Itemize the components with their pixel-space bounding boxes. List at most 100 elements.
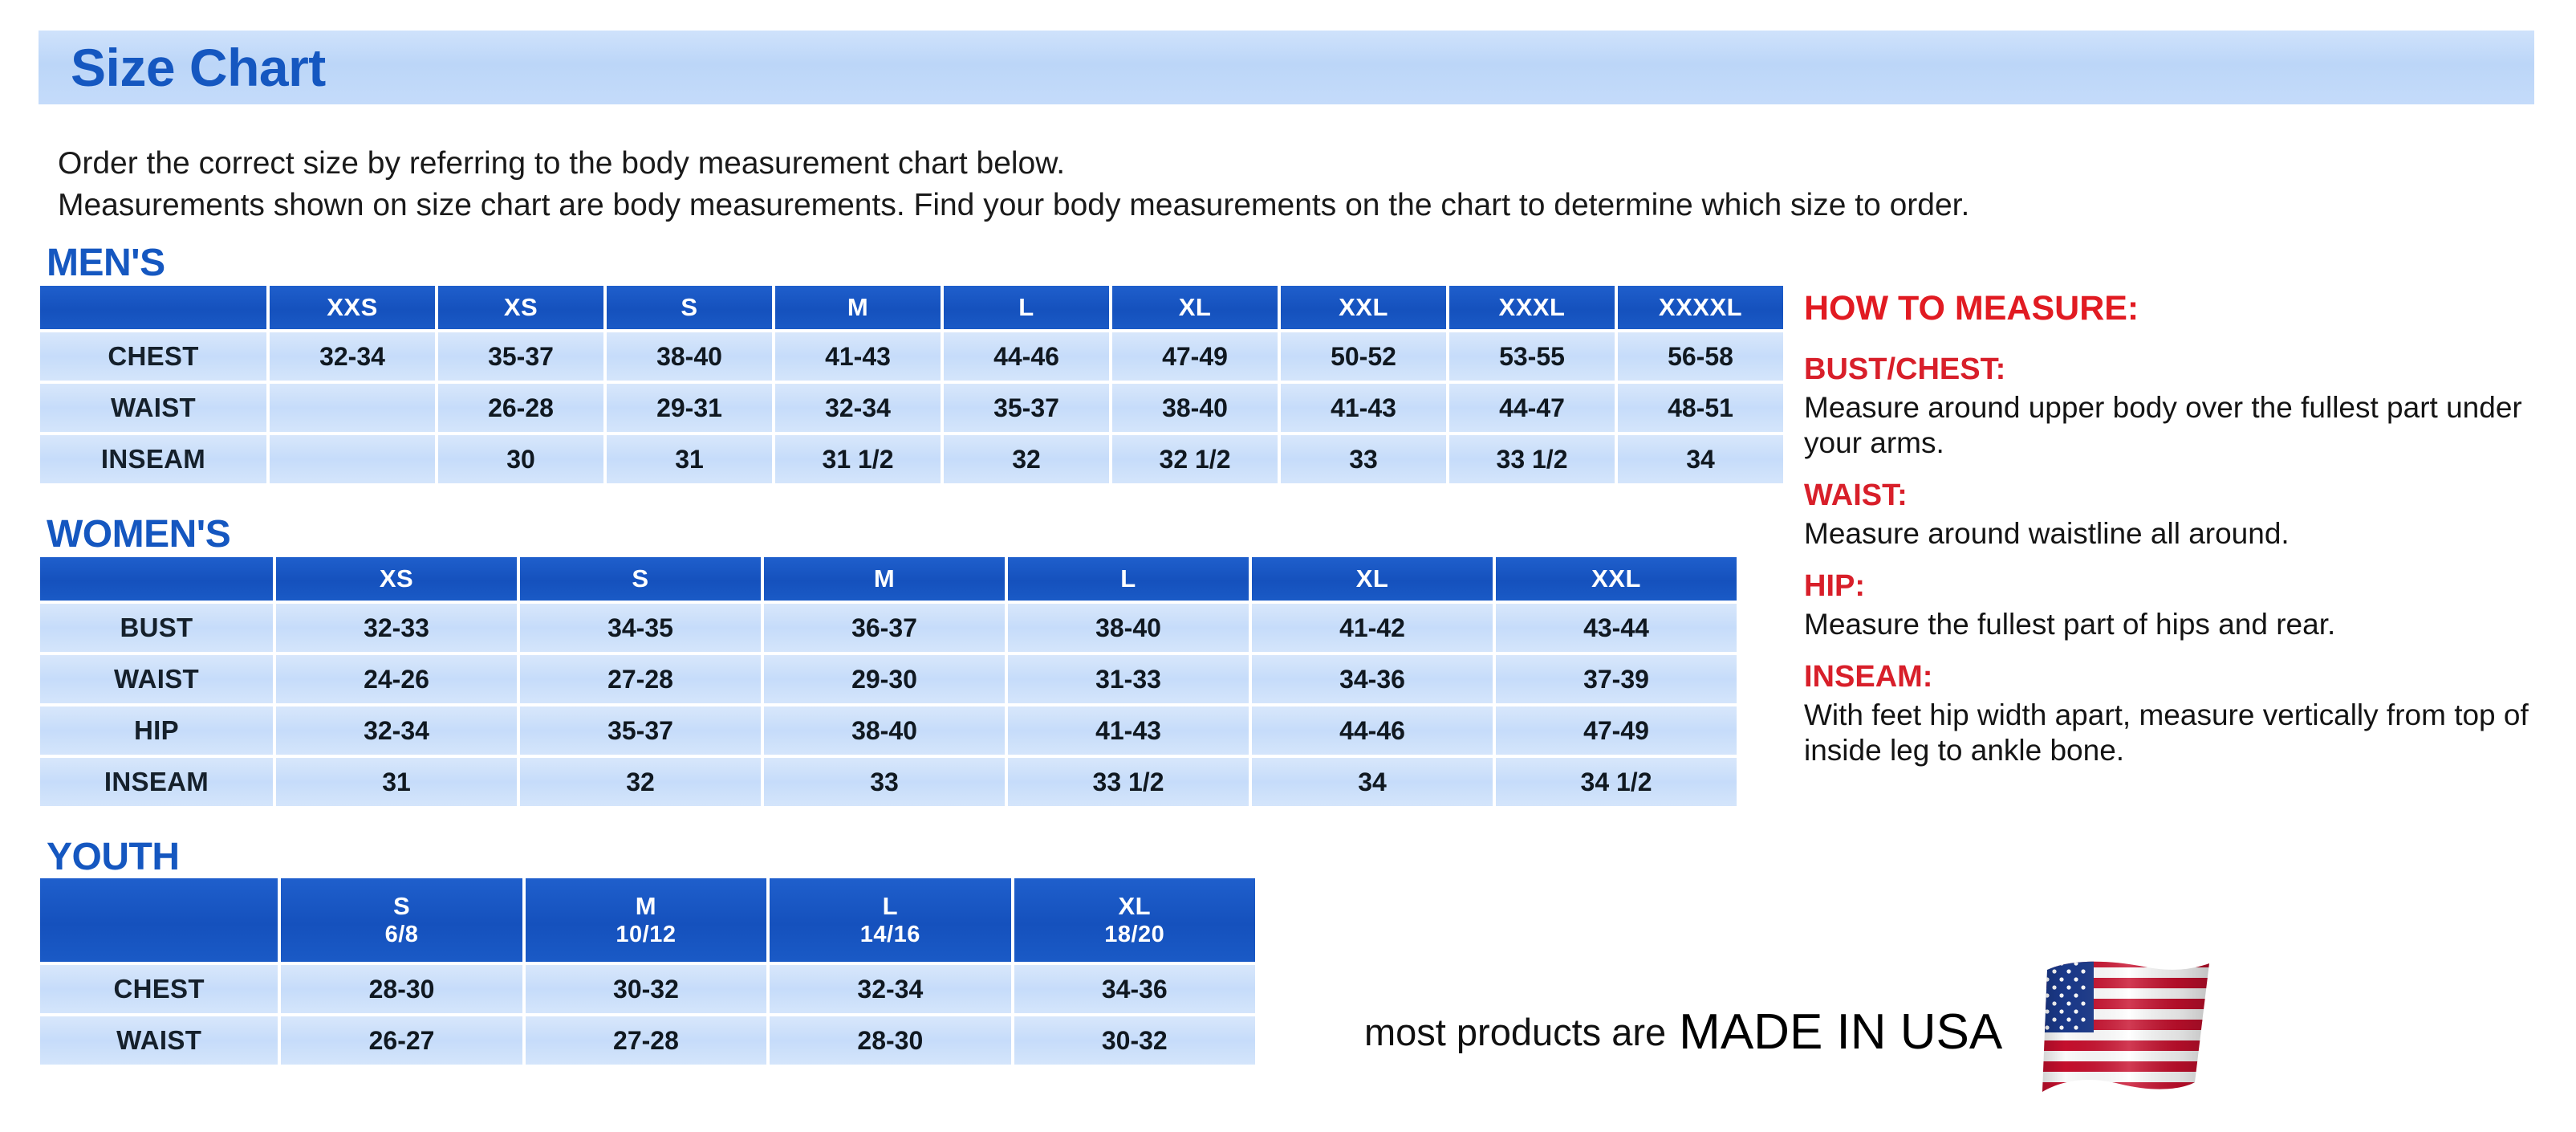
mens-chest-xxxxl: 56-58 bbox=[1618, 332, 1783, 381]
mens-chest-xs: 35-37 bbox=[438, 332, 603, 381]
mens-row-label-waist: WAIST bbox=[40, 384, 266, 432]
mens-inseam-xxl: 33 bbox=[1281, 435, 1446, 483]
youth-header-l-sub: 14/16 bbox=[859, 922, 920, 947]
youth-waist-xl: 30-32 bbox=[1014, 1016, 1255, 1065]
womens-bust-xl: 41-42 bbox=[1252, 604, 1493, 652]
mens-chest-xxl: 50-52 bbox=[1281, 332, 1446, 381]
section-title-womens: WOMEN'S bbox=[47, 513, 231, 556]
womens-hip-l: 41-43 bbox=[1008, 706, 1249, 755]
womens-hip-xs: 32-34 bbox=[276, 706, 517, 755]
womens-inseam-m: 33 bbox=[764, 758, 1005, 806]
table-header-row: S 6/8 M 10/12 L 14/16 XL 18/20 bbox=[40, 878, 1255, 962]
womens-header-s: S bbox=[520, 557, 761, 601]
mens-waist-l: 35-37 bbox=[944, 384, 1109, 432]
table-row: INSEAM 30 31 31 1/2 32 32 1/2 33 33 1/2 … bbox=[40, 435, 1783, 483]
made-in-usa-row: most products are MADE IN USA bbox=[1364, 955, 2216, 1108]
measure-label-inseam: INSEAM: bbox=[1804, 660, 1933, 694]
mens-chest-xxs: 32-34 bbox=[270, 332, 435, 381]
womens-hip-xl: 44-46 bbox=[1252, 706, 1493, 755]
mens-header-xxl: XXL bbox=[1281, 286, 1446, 329]
mens-header-m: M bbox=[775, 286, 941, 329]
measure-label-hip: HIP: bbox=[1804, 569, 1865, 603]
youth-header-l-main: L bbox=[882, 892, 899, 920]
measure-body-bust-chest: Measure around upper body over the fulle… bbox=[1804, 391, 2522, 459]
intro-line-2: Measurements shown on size chart are bod… bbox=[58, 188, 1970, 222]
womens-header-xl: XL bbox=[1252, 557, 1493, 601]
youth-header-xl-main: XL bbox=[1118, 892, 1152, 920]
womens-bust-xxl: 43-44 bbox=[1496, 604, 1737, 652]
youth-chest-l: 32-34 bbox=[770, 965, 1011, 1013]
youth-header-m-main: M bbox=[635, 892, 657, 920]
womens-row-label-bust: BUST bbox=[40, 604, 273, 652]
table-row: HIP 32-34 35-37 38-40 41-43 44-46 47-49 bbox=[40, 706, 1737, 755]
mens-inseam-l: 32 bbox=[944, 435, 1109, 483]
youth-waist-l: 28-30 bbox=[770, 1016, 1011, 1065]
measure-body-hip: Measure the fullest part of hips and rea… bbox=[1804, 608, 2336, 641]
mens-inseam-s: 31 bbox=[607, 435, 772, 483]
womens-inseam-xs: 31 bbox=[276, 758, 517, 806]
mens-chest-s: 38-40 bbox=[607, 332, 772, 381]
table-header-row: XS S M L XL XXL bbox=[40, 557, 1737, 601]
womens-header-xs: XS bbox=[276, 557, 517, 601]
page-title: Size Chart bbox=[71, 38, 326, 97]
how-to-measure-panel: HOW TO MEASURE: BUST/CHEST: Measure arou… bbox=[1804, 289, 2558, 786]
table-row: WAIST 24-26 27-28 29-30 31-33 34-36 37-3… bbox=[40, 655, 1737, 703]
womens-bust-l: 38-40 bbox=[1008, 604, 1249, 652]
mens-header-s: S bbox=[607, 286, 772, 329]
womens-row-label-inseam: INSEAM bbox=[40, 758, 273, 806]
womens-header-xxl: XXL bbox=[1496, 557, 1737, 601]
womens-row-label-hip: HIP bbox=[40, 706, 273, 755]
made-in-usa-emphasis: MADE IN USA bbox=[1679, 1004, 2003, 1060]
mens-chest-m: 41-43 bbox=[775, 332, 941, 381]
mens-inseam-m: 31 1/2 bbox=[775, 435, 941, 483]
measure-label-waist: WAIST: bbox=[1804, 478, 1908, 512]
intro-block: Order the correct size by referring to t… bbox=[58, 143, 2537, 226]
youth-header-xl-sub: 18/20 bbox=[1104, 922, 1165, 947]
womens-inseam-xl: 34 bbox=[1252, 758, 1493, 806]
mens-chest-xxxl: 53-55 bbox=[1449, 332, 1615, 381]
mens-header-xxxl: XXXL bbox=[1449, 286, 1615, 329]
mens-inseam-xs: 30 bbox=[438, 435, 603, 483]
youth-header-xl: XL 18/20 bbox=[1014, 878, 1255, 962]
measure-item-waist: WAIST: Measure around waistline all arou… bbox=[1804, 478, 2558, 552]
youth-header-m: M 10/12 bbox=[525, 878, 767, 962]
measure-label-bust-chest: BUST/CHEST: bbox=[1804, 352, 2006, 386]
table-row: CHEST 32-34 35-37 38-40 41-43 44-46 47-4… bbox=[40, 332, 1783, 381]
youth-header-s-main: S bbox=[392, 892, 411, 920]
youth-chest-m: 30-32 bbox=[525, 965, 767, 1013]
womens-header-m: M bbox=[764, 557, 1005, 601]
mens-row-label-chest: CHEST bbox=[40, 332, 266, 381]
youth-chest-s: 28-30 bbox=[281, 965, 522, 1013]
womens-inseam-s: 32 bbox=[520, 758, 761, 806]
womens-waist-xl: 34-36 bbox=[1252, 655, 1493, 703]
womens-hip-m: 38-40 bbox=[764, 706, 1005, 755]
womens-header-blank bbox=[40, 557, 273, 601]
measure-item-bust-chest: BUST/CHEST: Measure around upper body ov… bbox=[1804, 352, 2558, 461]
youth-header-m-sub: 10/12 bbox=[616, 922, 677, 947]
youth-row-label-waist: WAIST bbox=[40, 1016, 278, 1065]
youth-row-label-chest: CHEST bbox=[40, 965, 278, 1013]
mens-waist-xs: 26-28 bbox=[438, 384, 603, 432]
womens-waist-l: 31-33 bbox=[1008, 655, 1249, 703]
youth-header-l: L 14/16 bbox=[770, 878, 1011, 962]
youth-waist-m: 27-28 bbox=[525, 1016, 767, 1065]
mens-header-l: L bbox=[944, 286, 1109, 329]
table-row: CHEST 28-30 30-32 32-34 34-36 bbox=[40, 965, 1255, 1013]
mens-size-table: XXS XS S M L XL XXL XXXL XXXXL CHEST 32-… bbox=[37, 283, 1786, 487]
mens-inseam-xxs bbox=[270, 435, 435, 483]
mens-inseam-xl: 32 1/2 bbox=[1112, 435, 1278, 483]
intro-line-1: Order the correct size by referring to t… bbox=[58, 146, 1066, 181]
youth-chest-xl: 34-36 bbox=[1014, 965, 1255, 1013]
mens-waist-s: 29-31 bbox=[607, 384, 772, 432]
youth-size-table: S 6/8 M 10/12 L 14/16 XL 18/20 CHES bbox=[37, 875, 1258, 1068]
section-title-mens: MEN'S bbox=[47, 242, 165, 284]
youth-header-s: S 6/8 bbox=[281, 878, 522, 962]
measure-body-inseam: With feet hip width apart, measure verti… bbox=[1804, 698, 2529, 767]
womens-waist-xs: 24-26 bbox=[276, 655, 517, 703]
womens-bust-m: 36-37 bbox=[764, 604, 1005, 652]
womens-inseam-l: 33 1/2 bbox=[1008, 758, 1249, 806]
youth-header-s-sub: 6/8 bbox=[384, 922, 419, 947]
usa-flag-icon bbox=[2023, 955, 2216, 1108]
womens-header-l: L bbox=[1008, 557, 1249, 601]
